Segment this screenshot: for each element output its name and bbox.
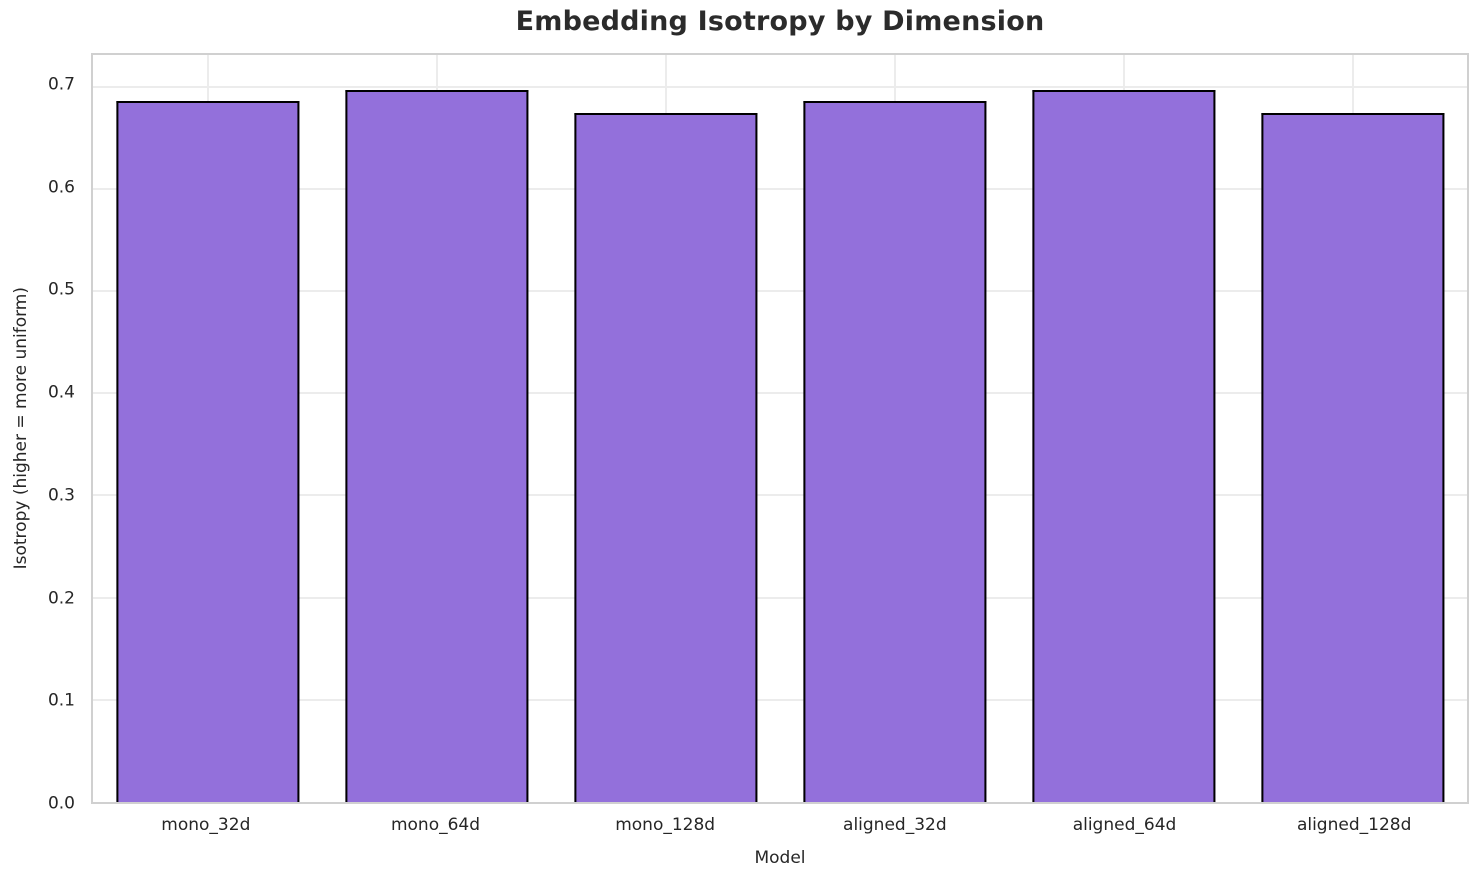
bar-mono_128d <box>573 113 758 802</box>
x-tick-label: mono_64d <box>390 815 481 835</box>
bar-mono_32d <box>115 101 300 802</box>
bar-aligned_64d <box>1031 89 1216 802</box>
y-gridline <box>93 187 1467 190</box>
y-tick-label: 0.7 <box>47 74 75 95</box>
x-tick-label: aligned_128d <box>1296 815 1412 835</box>
y-tick-label: 0.3 <box>47 485 75 506</box>
x-tick-labels: mono_32d mono_64d mono_128d aligned_32d alig… <box>91 815 1469 841</box>
chart-title: Embedding Isotropy by Dimension <box>515 6 1045 37</box>
y-tick-label: 0.1 <box>47 690 75 711</box>
y-gridline <box>93 596 1467 599</box>
bar-aligned_128d <box>1260 113 1445 802</box>
x-tick-label: aligned_32d <box>843 815 947 835</box>
y-gridline <box>93 290 1467 293</box>
y-gridline <box>93 698 1467 701</box>
y-tick-labels: 0.0 0.1 0.2 0.3 0.4 0.5 0.6 0.7 <box>0 53 83 812</box>
y-gridline <box>93 85 1467 88</box>
plot-area <box>91 53 1469 804</box>
y-tick-label: 0.6 <box>47 177 75 198</box>
x-tick-label: mono_128d <box>615 815 716 835</box>
x-tick-label: mono_32d <box>161 815 251 835</box>
y-gridline <box>93 494 1467 497</box>
x-axis-label: Model <box>754 848 806 868</box>
y-tick-label: 0.5 <box>47 279 75 300</box>
y-tick-label: 0.4 <box>47 382 75 403</box>
x-tick-label: aligned_64d <box>1072 815 1177 835</box>
bar-mono_64d <box>344 89 529 802</box>
y-gridline <box>93 392 1467 395</box>
y-tick-label: 0.2 <box>47 588 75 609</box>
bar-aligned_32d <box>802 101 987 802</box>
y-tick-label: 0.0 <box>47 793 75 814</box>
